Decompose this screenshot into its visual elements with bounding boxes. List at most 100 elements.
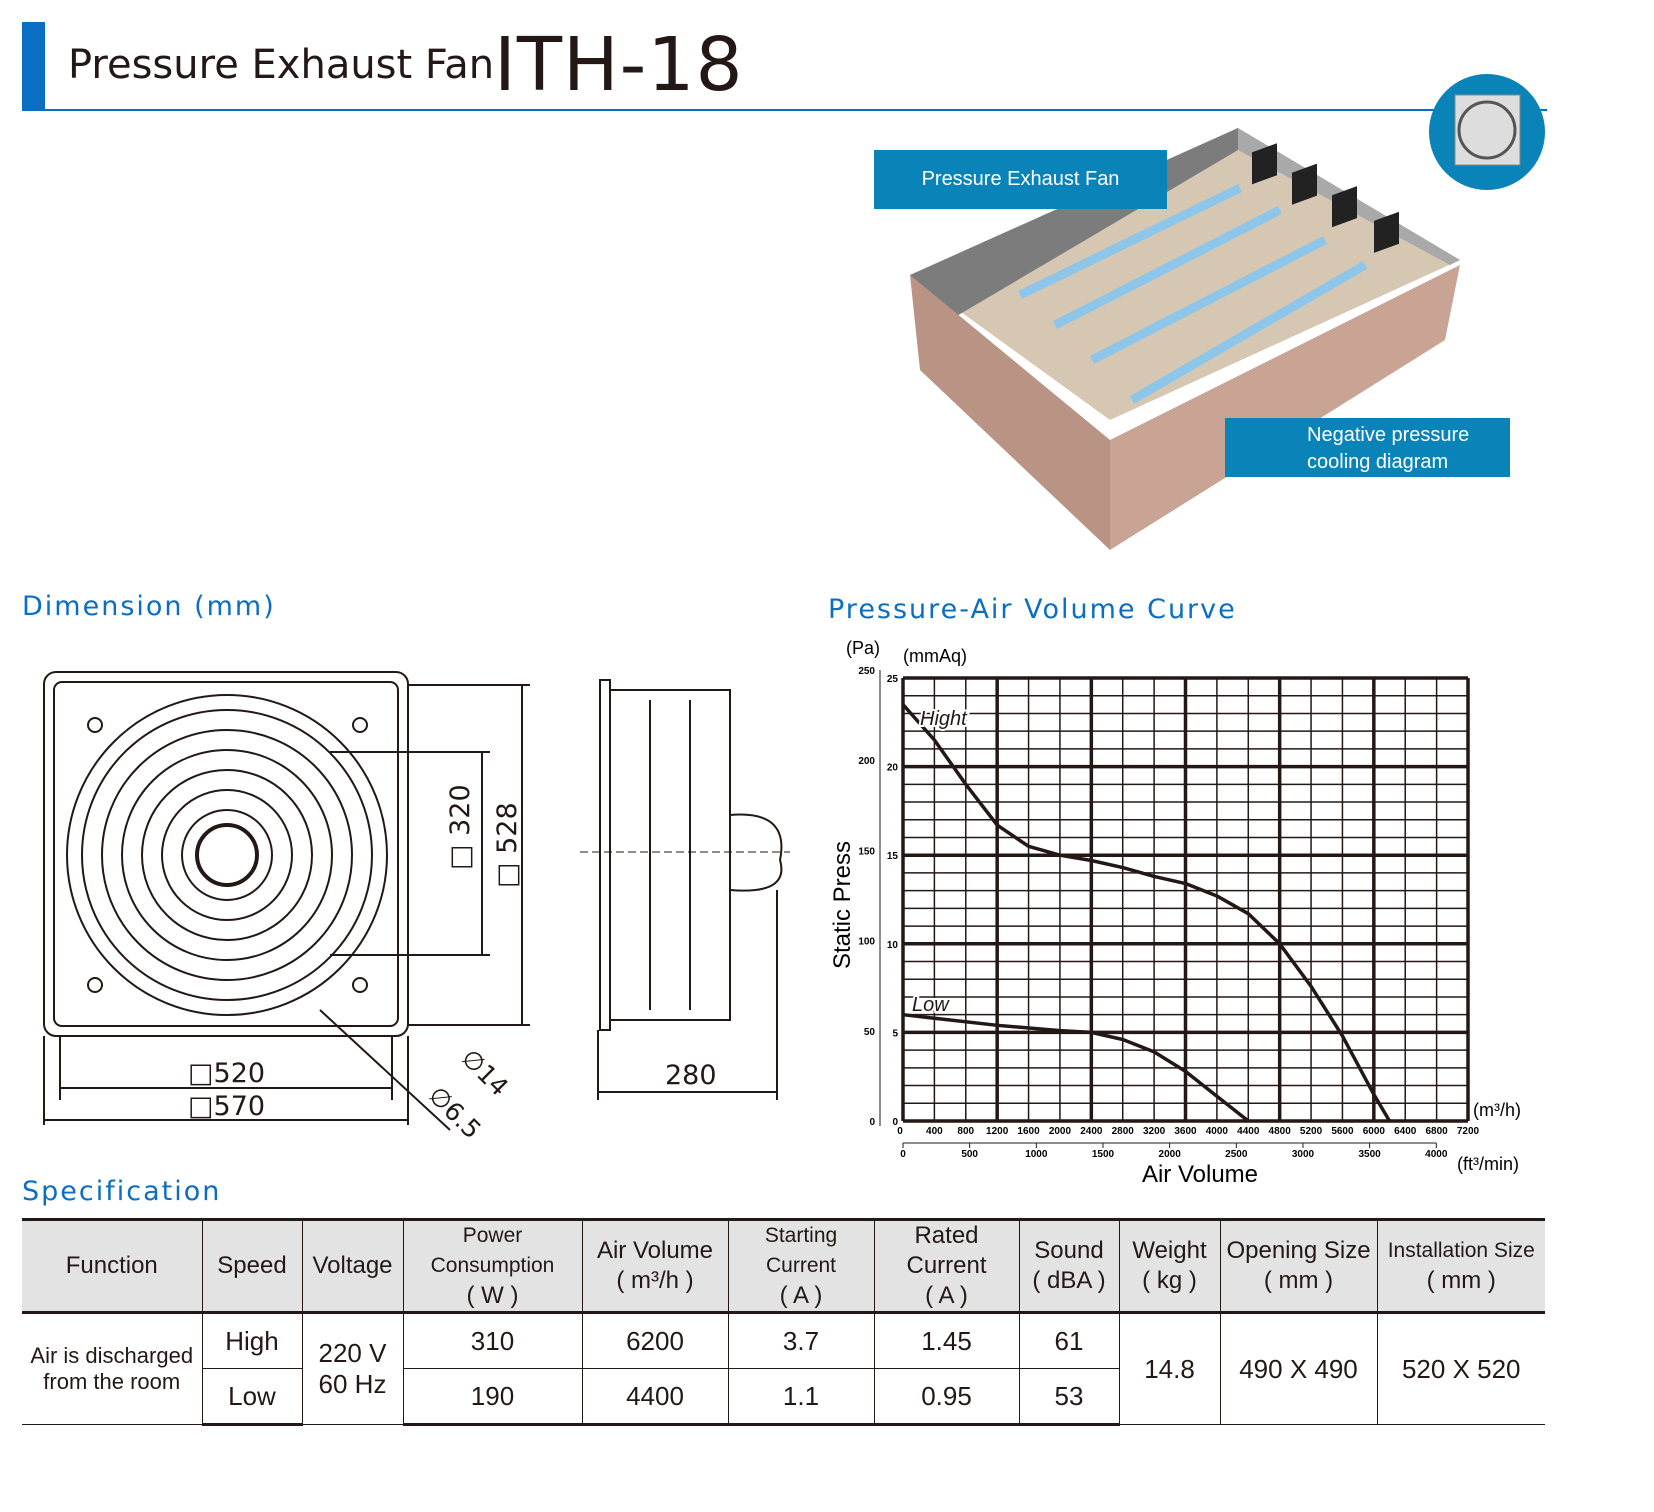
model-title: ITH-18 xyxy=(494,22,744,108)
x-tick-label: 2800 xyxy=(1112,1126,1135,1137)
header-label: Starting Current xyxy=(764,1224,838,1277)
column-header: Power Consumption ( W ) xyxy=(402,1218,583,1314)
y-pa-tick-label: 0 xyxy=(869,1117,875,1128)
y-pa-tick-label: 50 xyxy=(864,1027,876,1038)
x-unit: (m³/h) xyxy=(1473,1100,1521,1120)
y-axis-title: Static Press xyxy=(829,841,856,969)
x-tick-label: 6400 xyxy=(1394,1126,1417,1137)
y-mmaq-tick-label: 5 xyxy=(892,1028,898,1039)
starting-current-cell: 3.7 xyxy=(727,1312,875,1369)
chart-title: Pressure-Air Volume Curve xyxy=(828,594,1237,625)
x-tick-label: 6800 xyxy=(1425,1126,1448,1137)
y-unit-pa: (Pa) xyxy=(846,638,880,658)
header-label: Weight xyxy=(1132,1237,1207,1264)
column-header: Rated Current ( A ) xyxy=(873,1218,1020,1314)
column-header: Air Volume ( m³/h ) xyxy=(581,1218,729,1314)
dim-570-value: 570 xyxy=(213,1091,266,1122)
x2-tick-label: 0 xyxy=(900,1149,906,1160)
function-line-2: from the room xyxy=(43,1369,181,1394)
voltage-cell: 220 V 60 Hz xyxy=(301,1312,404,1425)
header-label: Speed xyxy=(217,1252,287,1279)
pressure-air-volume-chart: 0 400 800 1200 1600 2000 2400 2800 3200 3600 4000 4… xyxy=(829,638,1521,1188)
header-label: Rated Current xyxy=(906,1222,987,1279)
y-mmaq-tick-label: 15 xyxy=(887,851,899,862)
dimension-heading: Dimension (mm) xyxy=(22,591,276,622)
dimension-drawing xyxy=(43,671,790,1131)
power-cell: 190 xyxy=(402,1368,583,1426)
header-label: Air Volume xyxy=(596,1237,714,1264)
y-mmaq-tick-label: 20 xyxy=(887,763,899,774)
column-header: Speed xyxy=(201,1218,303,1314)
rated-current-cell: 0.95 xyxy=(873,1368,1020,1426)
column-header: Sound ( dBA ) xyxy=(1018,1218,1120,1314)
weight-cell: 14.8 xyxy=(1118,1312,1221,1425)
x-tick-label: 400 xyxy=(926,1126,943,1137)
header-accent-bar xyxy=(22,22,45,110)
header-label: Voltage xyxy=(312,1252,393,1279)
x2-tick-label: 3000 xyxy=(1292,1149,1315,1160)
header-label: Power Consumption xyxy=(430,1224,555,1277)
callout-line-2: cooling diagram xyxy=(1307,451,1449,473)
air-volume-cell: 6200 xyxy=(581,1312,729,1369)
x-tick-label: 6000 xyxy=(1363,1126,1386,1137)
header-label: Opening Size xyxy=(1226,1237,1371,1264)
sound-cell: 53 xyxy=(1018,1368,1119,1426)
x-tick-label: 1600 xyxy=(1017,1126,1040,1137)
series-label: Hight xyxy=(920,708,968,730)
x-axis-title: Air Volume xyxy=(1142,1161,1258,1188)
fan-callout: Pressure Exhaust Fan xyxy=(874,150,1167,209)
header-unit: ( dBA ) xyxy=(1032,1267,1106,1294)
y-mmaq-tick-label: 10 xyxy=(887,940,899,951)
header-unit: ( W ) xyxy=(466,1282,519,1309)
frequency-line: 60 Hz xyxy=(318,1369,387,1399)
y-mmaq-tick-label: 0 xyxy=(892,1117,898,1128)
spec-table: Function Speed Voltage Power Consumption ( W… xyxy=(22,1218,1545,1426)
x2-tick-label: 1500 xyxy=(1092,1149,1115,1160)
table-row-low: Low 190 4400 1.1 0.95 53 xyxy=(22,1368,1545,1426)
speed-cell: High xyxy=(201,1312,303,1369)
dim-280: 280 xyxy=(665,1060,717,1091)
x-tick-label: 1200 xyxy=(986,1126,1009,1137)
diagram-callout: Negative pressure cooling diagram xyxy=(1225,418,1510,477)
header-label: Installation Size xyxy=(1387,1239,1535,1262)
x2-unit: (ft³/min) xyxy=(1457,1154,1519,1174)
x-tick-label: 3200 xyxy=(1143,1126,1166,1137)
series-label: Low xyxy=(912,994,950,1016)
column-header: Starting Current ( A ) xyxy=(727,1218,875,1314)
x-tick-label: 4800 xyxy=(1269,1126,1292,1137)
x-tick-label: 5200 xyxy=(1300,1126,1323,1137)
x-tick-label: 5600 xyxy=(1331,1126,1354,1137)
curve-hight xyxy=(901,703,1392,1122)
y-pa-tick-label: 250 xyxy=(858,666,875,677)
air-volume-cell: 4400 xyxy=(581,1368,729,1426)
header-unit: ( A ) xyxy=(779,1282,823,1309)
x2-tick-label: 3500 xyxy=(1359,1149,1382,1160)
column-header: Function xyxy=(22,1218,203,1314)
dim-520-value: 520 xyxy=(213,1058,266,1089)
voltage-line: 220 V xyxy=(318,1338,387,1368)
function-line-1: Air is discharged xyxy=(30,1343,194,1368)
callout-line-1: Negative pressure xyxy=(1307,424,1470,446)
x-tick-label: 4400 xyxy=(1237,1126,1260,1137)
header-label: Sound xyxy=(1034,1237,1104,1264)
header-unit: ( A ) xyxy=(925,1282,968,1309)
x-tick-label: 3600 xyxy=(1174,1126,1197,1137)
x-tick-label: 2400 xyxy=(1080,1126,1103,1137)
cooling-diagram-illustration xyxy=(910,74,1545,550)
x2-tick-label: 4000 xyxy=(1425,1149,1448,1160)
x-tick-label: 4000 xyxy=(1206,1126,1229,1137)
installation-size-cell: 520 X 520 xyxy=(1376,1312,1545,1425)
x-tick-label: 7200 xyxy=(1457,1126,1480,1137)
header-unit: ( m³/h ) xyxy=(616,1267,694,1294)
page-subtitle: Pressure Exhaust Fan xyxy=(68,42,495,88)
rated-current-cell: 1.45 xyxy=(873,1312,1020,1369)
opening-size-cell: 490 X 490 xyxy=(1219,1312,1378,1425)
speed-cell: Low xyxy=(202,1368,303,1426)
spec-heading: Specification xyxy=(22,1176,222,1207)
header-unit: ( mm ) xyxy=(1263,1267,1334,1294)
header-unit: ( mm ) xyxy=(1426,1267,1496,1294)
x2-tick-label: 500 xyxy=(961,1149,978,1160)
header-rule xyxy=(22,109,1547,111)
x2-tick-label: 2000 xyxy=(1159,1149,1182,1160)
x2-tick-label: 1000 xyxy=(1025,1149,1048,1160)
